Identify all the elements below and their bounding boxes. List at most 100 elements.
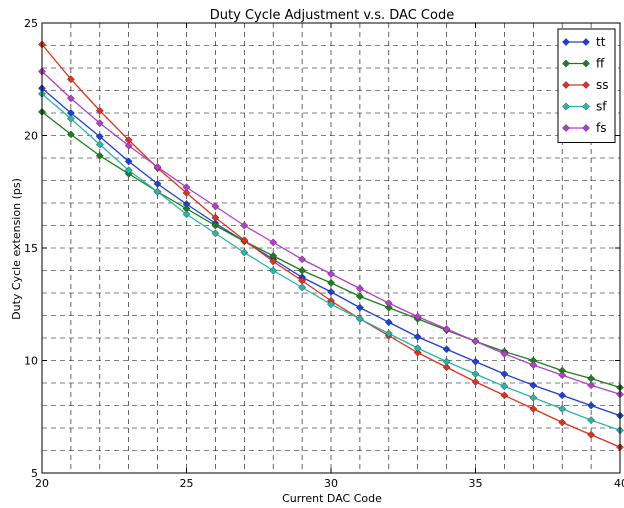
data-point-fs — [413, 312, 422, 321]
data-point-ss — [211, 213, 220, 222]
y-tick-label: 20 — [24, 130, 38, 143]
data-point-fs — [327, 269, 335, 278]
data-point-ss — [471, 377, 480, 386]
data-point-ss — [182, 188, 191, 197]
y-tick-label: 15 — [24, 242, 38, 255]
data-point-fs — [67, 94, 75, 103]
y-tick-label: 25 — [24, 17, 38, 30]
legend-label-sf: sf — [596, 100, 607, 114]
data-point-tt — [356, 303, 364, 312]
legend-label-ss: ss — [596, 78, 609, 92]
data-point-fs — [240, 221, 249, 230]
data-point-sf — [124, 166, 133, 175]
data-point-fs — [529, 361, 538, 369]
data-point-fs — [211, 202, 220, 211]
data-point-ff — [211, 221, 220, 230]
data-point-sf — [153, 187, 162, 196]
data-point-sf — [413, 344, 422, 353]
data-point-tt — [95, 132, 104, 141]
data-point-tt — [413, 332, 422, 341]
legend-marker-ss — [582, 81, 590, 89]
data-point-tt — [471, 357, 480, 366]
legend-marker-ff — [582, 59, 590, 68]
data-point-sf — [95, 140, 104, 149]
x-tick-label: 20 — [35, 477, 49, 490]
data-point-ss — [67, 75, 75, 84]
legend-label-fs: fs — [596, 121, 606, 135]
data-point-tt — [558, 391, 567, 400]
data-point-ss — [500, 391, 509, 400]
legend-marker-sf — [562, 102, 570, 111]
data-point-ss — [269, 257, 278, 266]
data-point-tt — [124, 157, 133, 166]
data-point-fs — [269, 238, 278, 247]
series-tt — [38, 84, 624, 420]
legend-marker-ss — [562, 81, 570, 89]
data-point-tt — [153, 179, 162, 188]
legend-marker-tt — [562, 38, 570, 46]
x-tick-label: 25 — [180, 477, 194, 490]
data-point-fs — [471, 337, 480, 346]
data-point-sf — [529, 393, 538, 402]
series-sf — [38, 89, 624, 435]
data-point-sf — [67, 114, 75, 123]
data-point-ff — [384, 303, 393, 312]
legend-marker-ff — [562, 59, 570, 68]
legend-label-ff: ff — [596, 57, 605, 71]
data-point-fs — [558, 371, 567, 380]
data-point-fs — [442, 325, 451, 333]
data-point-sf — [471, 370, 480, 378]
series-ss — [38, 40, 624, 452]
legend-marker-fs — [582, 124, 590, 132]
data-point-sf — [384, 329, 393, 338]
data-point-sf — [298, 283, 306, 292]
data-point-sf — [356, 314, 364, 323]
data-point-sf — [442, 357, 451, 366]
data-point-fs — [587, 381, 595, 390]
data-point-fs — [500, 349, 509, 358]
data-point-sf — [558, 404, 567, 413]
data-point-sf — [269, 266, 278, 275]
data-point-ss — [413, 348, 422, 357]
data-point-fs — [95, 119, 104, 128]
data-point-ff — [356, 292, 364, 301]
data-point-fs — [124, 141, 133, 150]
data-point-fs — [153, 163, 162, 171]
data-point-ss — [442, 363, 451, 372]
data-point-tt — [587, 401, 595, 410]
x-tick-label: 30 — [324, 477, 338, 490]
data-point-tt — [529, 381, 538, 390]
legend: tt ff ss sf fs — [557, 28, 616, 143]
data-point-sf — [587, 416, 595, 425]
data-point-fs — [356, 284, 364, 293]
data-point-tt — [500, 370, 509, 378]
data-point-ff — [298, 266, 306, 275]
data-point-ss — [529, 404, 538, 413]
data-point-sf — [240, 248, 249, 257]
data-point-ff — [327, 278, 335, 287]
data-point-ff — [95, 151, 104, 160]
chart-title: Duty Cycle Adjustment v.s. DAC Code — [210, 8, 454, 23]
data-point-ff — [67, 130, 75, 139]
data-point-ss — [95, 106, 104, 115]
series-fs — [38, 67, 624, 399]
legend-marker-tt — [582, 38, 590, 46]
data-point-tt — [384, 318, 393, 327]
legend-marker-sf — [582, 102, 590, 111]
y-axis-label: Duty Cycle extension (ps) — [10, 178, 23, 320]
data-point-ss — [240, 236, 249, 245]
x-tick-label: 40 — [614, 477, 624, 490]
data-point-sf — [327, 300, 335, 309]
y-tick-label: 5 — [31, 467, 38, 480]
data-point-fs — [182, 183, 191, 192]
data-point-ff — [587, 374, 595, 383]
x-axis-label: Current DAC Code — [282, 492, 382, 505]
legend-label-tt: tt — [596, 35, 606, 49]
data-point-fs — [384, 299, 393, 308]
legend-marker-fs — [562, 124, 570, 132]
data-point-sf — [182, 210, 191, 219]
data-point-fs — [298, 255, 306, 264]
series-lines — [38, 40, 624, 452]
x-tick-label: 35 — [469, 477, 483, 490]
